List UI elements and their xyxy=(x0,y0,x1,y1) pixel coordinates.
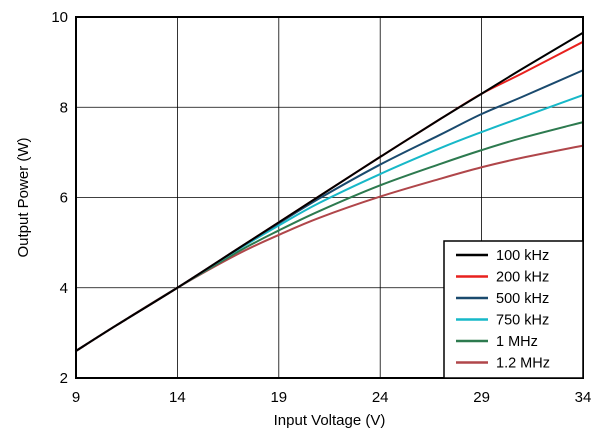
y-tick-label: 4 xyxy=(60,280,68,297)
legend-label: 1 MHz xyxy=(496,334,538,350)
y-tick-label: 6 xyxy=(60,190,68,207)
y-tick-label: 2 xyxy=(60,370,68,387)
series-lines xyxy=(75,31,584,352)
legend-label: 750 kHz xyxy=(496,313,549,329)
legend-label: 1.2 MHz xyxy=(496,356,550,372)
x-tick-label: 34 xyxy=(575,389,592,406)
y-tick-label: 8 xyxy=(60,99,68,116)
y-tick-labels: 2 4 6 8 10 xyxy=(51,9,68,387)
x-tick-label: 29 xyxy=(473,389,490,406)
legend-box xyxy=(443,240,584,379)
x-tick-label: 14 xyxy=(169,389,186,406)
legend: 100 kHz 200 kHz 500 kHz 750 kHz 1 MHz 1.2 MHz xyxy=(443,240,584,379)
plot-frame xyxy=(75,16,584,379)
x-tick-labels: 9 14 19 24 29 34 xyxy=(72,389,592,406)
x-axis-title: Input Voltage (V) xyxy=(274,412,386,429)
legend-label: 500 kHz xyxy=(496,291,549,307)
legend-label: 200 kHz xyxy=(496,270,549,286)
y-axis-title: Output Power (W) xyxy=(15,137,32,257)
x-tick-label: 9 xyxy=(72,389,80,406)
x-tick-label: 19 xyxy=(270,389,287,406)
legend-label: 100 kHz xyxy=(496,248,549,264)
series-line-100-khz xyxy=(75,31,584,352)
y-tick-label: 10 xyxy=(51,9,68,26)
x-tick-label: 24 xyxy=(372,389,389,406)
